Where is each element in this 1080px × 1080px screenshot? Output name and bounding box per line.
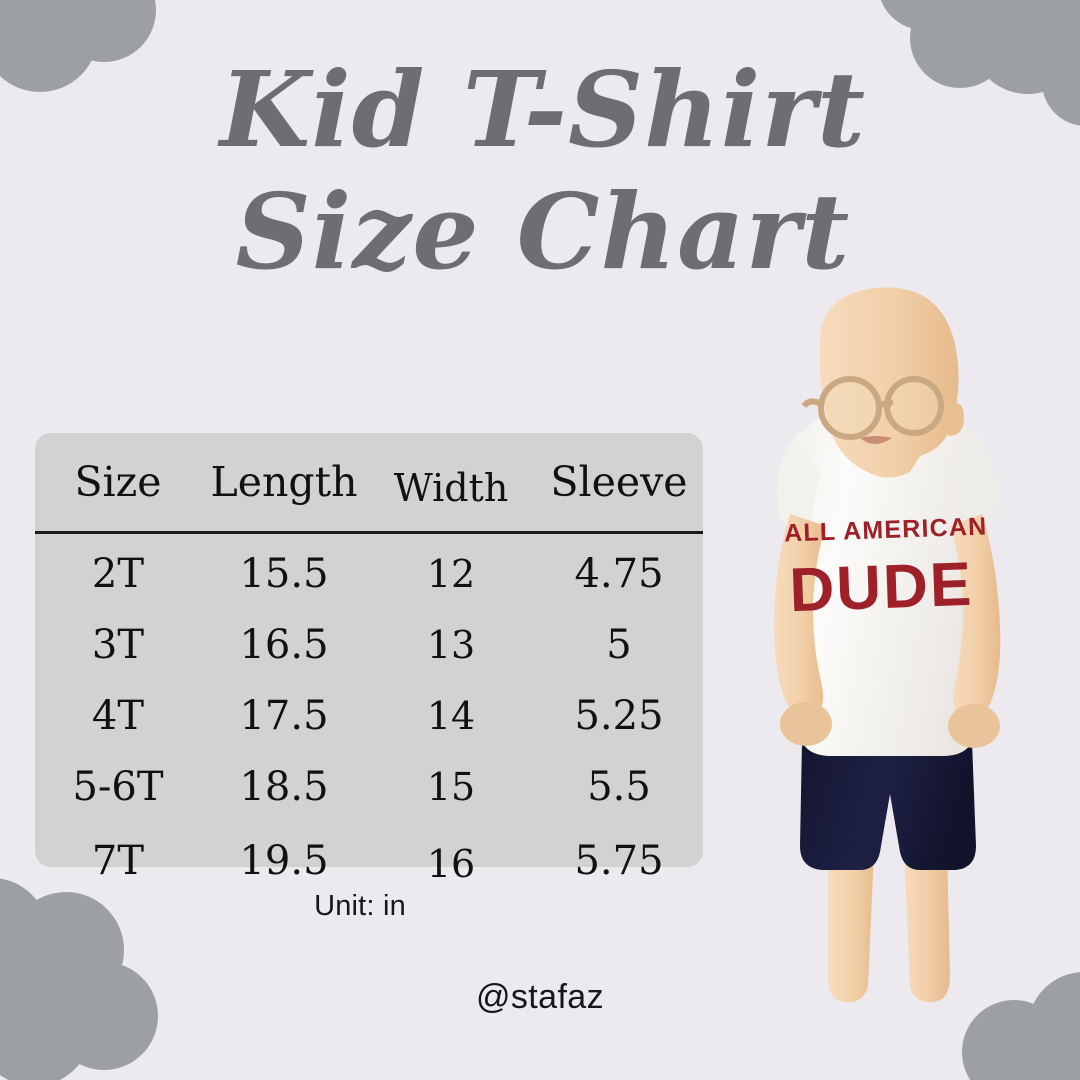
- cell-width: 12: [426, 551, 476, 596]
- model-shorts: [800, 741, 976, 870]
- page-title-line-2: Size Chart: [235, 170, 851, 293]
- cell-sleeve: 4.75: [574, 550, 664, 597]
- cell-size: 3T: [91, 621, 145, 668]
- glasses-icon: [801, 376, 944, 440]
- table-row: 2T 15.5 12 4.75: [35, 533, 703, 610]
- shirt-print: ALL AMERICAN DUDE: [784, 512, 988, 625]
- cell-length: 19.5: [239, 837, 329, 884]
- size-table-panel: Size Length Width Sleeve 2T 15.5 12 4.75…: [35, 433, 703, 886]
- column-header-width: Width: [393, 466, 509, 510]
- child-model-photo: ALL AMERICAN DUDE: [724, 286, 1070, 1008]
- table-row: 7T 19.5 16 5.75: [35, 822, 703, 899]
- page-title-line-1: Kid T-Shirt: [219, 48, 867, 171]
- cell-length: 18.5: [239, 763, 329, 810]
- brand-handle: @stafaz: [475, 978, 605, 1016]
- table-row: 4T 17.5 14 5.25: [35, 680, 703, 751]
- model-arms: [774, 514, 1001, 748]
- size-table-body: 2T 15.5 12 4.75 3T 16.5 13 5 4T 17.5 14 …: [35, 533, 703, 900]
- cell-size: 7T: [91, 837, 145, 884]
- cell-length: 16.5: [239, 621, 329, 668]
- cell-size: 4T: [91, 692, 145, 739]
- cell-width: 13: [426, 622, 476, 667]
- cell-width: 15: [426, 764, 476, 809]
- svg-text:DUDE: DUDE: [788, 550, 974, 625]
- table-header-row: Size Length Width Sleeve: [35, 433, 703, 533]
- table-row: 5-6T 18.5 15 5.5: [35, 751, 703, 822]
- column-header-sleeve: Sleeve: [550, 458, 688, 506]
- cell-size: 2T: [91, 550, 145, 597]
- size-table-header: Size Length Width Sleeve: [35, 433, 703, 533]
- size-table: Size Length Width Sleeve 2T 15.5 12 4.75…: [35, 433, 703, 899]
- cloud-decoration-top-right: [876, 0, 1080, 132]
- cloud-decoration-top-left: [0, 0, 182, 134]
- cell-length: 17.5: [239, 692, 329, 739]
- cell-width: 16: [426, 841, 476, 886]
- cell-sleeve: 5.25: [574, 692, 664, 739]
- cell-length: 15.5: [239, 550, 329, 597]
- cell-sleeve: 5: [606, 621, 632, 668]
- cell-sleeve: 5.75: [574, 837, 664, 884]
- table-row: 3T 16.5 13 5: [35, 609, 703, 680]
- page-title: Kid T-Shirt Size Chart: [0, 58, 1080, 284]
- column-header-length: Length: [210, 458, 358, 506]
- cell-size: 5-6T: [72, 763, 164, 810]
- cell-sleeve: 5.5: [587, 763, 651, 810]
- cell-width: 14: [426, 693, 476, 738]
- column-header-size: Size: [74, 458, 162, 506]
- unit-label: Unit: in: [314, 890, 406, 922]
